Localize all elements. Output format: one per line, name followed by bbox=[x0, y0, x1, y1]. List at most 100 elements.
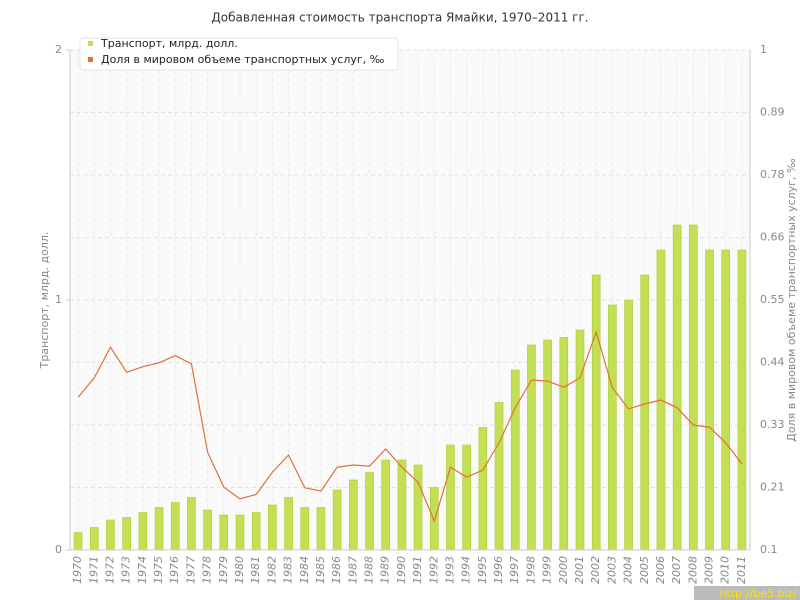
y2-tick-label: 0.55 bbox=[760, 293, 785, 306]
y-axis-title: Транспорт, млрд. долл. bbox=[38, 232, 51, 370]
bar bbox=[300, 507, 310, 551]
bar bbox=[381, 459, 391, 551]
bar bbox=[332, 489, 342, 551]
bar bbox=[608, 304, 617, 551]
y2-tick-label: 0.1 bbox=[760, 543, 778, 556]
bar bbox=[689, 224, 698, 551]
bar bbox=[575, 329, 585, 551]
x-tick-label: 1983 bbox=[282, 556, 295, 584]
x-tick-label: 1986 bbox=[330, 556, 343, 584]
bar bbox=[624, 299, 633, 551]
y2-tick-label: 0.21 bbox=[760, 481, 785, 494]
x-tick-label: 1976 bbox=[168, 556, 181, 584]
y2-axis-title: Доля в мировом объеме транспортных услуг… bbox=[785, 158, 798, 442]
bar bbox=[349, 479, 358, 551]
bar bbox=[446, 444, 455, 551]
x-tick-label: 1981 bbox=[249, 556, 262, 584]
legend-label: Доля в мировом объеме транспортных услуг… bbox=[101, 53, 385, 66]
bar bbox=[462, 444, 471, 551]
x-tick-label: 2006 bbox=[654, 556, 667, 584]
y-tick-label: 1 bbox=[55, 293, 62, 306]
bar bbox=[365, 472, 374, 551]
x-tick-label: 2002 bbox=[589, 556, 602, 584]
y2-tick-label: 0.89 bbox=[760, 106, 785, 119]
x-tick-label: 1988 bbox=[363, 556, 376, 584]
x-tick-label: 1971 bbox=[87, 556, 100, 584]
x-tick-label: 1995 bbox=[476, 556, 489, 584]
x-tick-label: 1977 bbox=[184, 556, 197, 584]
bar bbox=[251, 512, 261, 551]
watermark-bg bbox=[694, 586, 800, 600]
legend-swatch bbox=[88, 41, 93, 46]
bar bbox=[284, 497, 293, 551]
x-tick-label: 1998 bbox=[524, 556, 537, 584]
bar bbox=[478, 427, 488, 551]
y2-tick-label: 0.44 bbox=[760, 356, 785, 369]
bar bbox=[494, 402, 504, 551]
x-tick-label: 1990 bbox=[395, 556, 408, 584]
x-tick-label: 1980 bbox=[233, 556, 246, 584]
x-tick-label: 2005 bbox=[638, 556, 651, 584]
bar bbox=[170, 502, 180, 551]
y-tick-label: 2 bbox=[55, 43, 62, 56]
bar bbox=[510, 369, 520, 551]
bar bbox=[559, 337, 569, 551]
x-tick-label: 2003 bbox=[605, 556, 618, 584]
y2-tick-label: 0.33 bbox=[760, 418, 785, 431]
y2-tick-label: 0.66 bbox=[760, 231, 785, 244]
bar bbox=[235, 514, 245, 551]
x-tick-label: 2001 bbox=[573, 556, 586, 584]
bar bbox=[106, 519, 115, 551]
bar bbox=[203, 509, 212, 551]
bar bbox=[527, 344, 536, 551]
x-tick-label: 1982 bbox=[265, 556, 278, 584]
y2-tick-label: 1 bbox=[760, 43, 767, 56]
chart-title: Добавленная стоимость транспорта Ямайки,… bbox=[211, 11, 588, 25]
x-tick-label: 2007 bbox=[670, 556, 683, 584]
x-tick-label: 1991 bbox=[411, 556, 424, 584]
x-tick-label: 2011 bbox=[735, 556, 748, 584]
bar bbox=[413, 464, 423, 551]
bar bbox=[705, 249, 714, 551]
bar bbox=[89, 527, 99, 551]
bar bbox=[397, 459, 407, 551]
x-tick-label: 2008 bbox=[686, 556, 699, 584]
x-tick-label: 1985 bbox=[314, 556, 327, 584]
y2-tick-label: 0.78 bbox=[760, 168, 785, 181]
bar bbox=[672, 224, 682, 551]
bar bbox=[429, 487, 439, 551]
legend-label: Транспорт, млрд. долл. bbox=[100, 37, 238, 50]
bar bbox=[543, 339, 552, 551]
legend-swatch bbox=[88, 57, 93, 62]
x-tick-label: 2004 bbox=[622, 556, 635, 584]
bar bbox=[154, 507, 164, 551]
bar bbox=[721, 249, 731, 551]
x-tick-label: 1978 bbox=[201, 556, 214, 584]
x-tick-label: 1970 bbox=[71, 556, 84, 584]
x-tick-label: 1997 bbox=[508, 556, 521, 584]
x-tick-label: 1987 bbox=[346, 556, 359, 584]
x-tick-label: 1989 bbox=[379, 556, 392, 584]
bar bbox=[316, 507, 326, 551]
x-tick-label: 2010 bbox=[719, 556, 732, 584]
x-tick-label: 1974 bbox=[136, 556, 149, 584]
bar bbox=[640, 274, 650, 551]
bar bbox=[122, 517, 131, 551]
legend bbox=[79, 37, 399, 71]
watermark: http://be5.biz/ bbox=[720, 587, 798, 600]
bar bbox=[737, 249, 747, 551]
x-tick-label: 1975 bbox=[152, 556, 165, 584]
bar bbox=[268, 504, 277, 551]
x-tick-label: 1999 bbox=[541, 556, 554, 584]
x-tick-label: 2000 bbox=[557, 556, 570, 584]
x-tick-label: 1996 bbox=[492, 556, 505, 584]
x-tick-label: 1972 bbox=[103, 556, 116, 584]
x-tick-label: 1993 bbox=[443, 556, 456, 584]
y-tick-label: 0 bbox=[55, 543, 62, 556]
x-tick-label: 1973 bbox=[120, 556, 133, 584]
x-tick-label: 1992 bbox=[427, 556, 440, 584]
x-tick-label: 2009 bbox=[703, 556, 716, 584]
x-tick-label: 1994 bbox=[460, 556, 473, 584]
x-tick-label: 1979 bbox=[217, 556, 230, 584]
